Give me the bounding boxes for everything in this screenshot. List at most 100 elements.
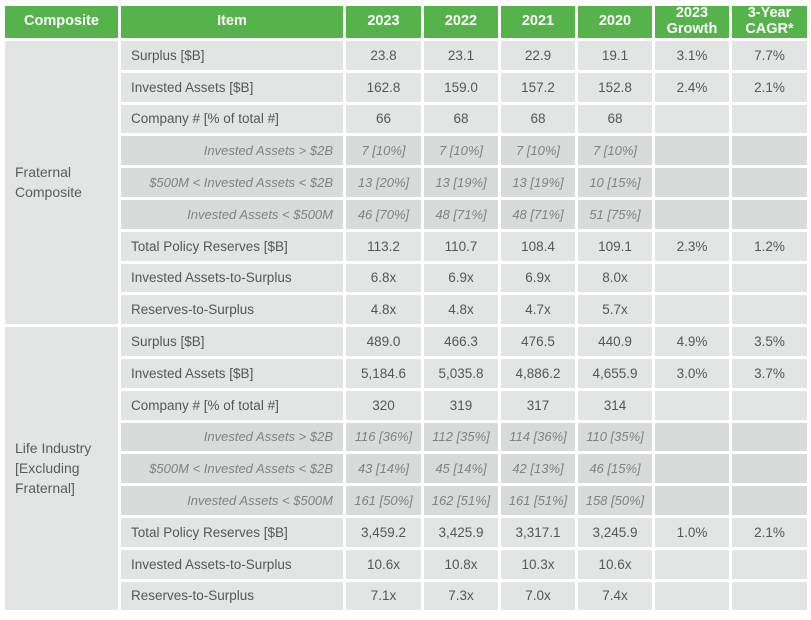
value-cell: 3.5%	[732, 327, 807, 356]
row-label: Company # [% of total #]	[121, 390, 343, 420]
row-label: Invested Assets < $500M	[121, 486, 343, 515]
value-cell	[732, 422, 807, 452]
col-header-2023: 2023	[346, 6, 421, 38]
row-label: Total Policy Reserves [$B]	[121, 231, 343, 261]
value-cell: 112 [35%]	[424, 422, 498, 452]
value-cell: 22.9	[501, 41, 575, 70]
value-cell: 161 [51%]	[501, 486, 575, 515]
value-cell: 13 [19%]	[424, 168, 498, 197]
value-cell	[732, 581, 807, 611]
value-cell: 3.7%	[732, 358, 807, 388]
value-cell: 110.7	[424, 231, 498, 261]
composite-comparison-table: Composite Item 2023 2022 2021 2020 2023 …	[5, 6, 807, 611]
col-header-item: Item	[121, 6, 343, 38]
value-cell: 68	[501, 104, 575, 134]
value-cell: 489.0	[346, 327, 421, 356]
value-cell: 10.6x	[578, 549, 652, 579]
col-header-composite: Composite	[5, 6, 118, 38]
value-cell: 2.1%	[732, 517, 807, 547]
value-cell: 23.8	[346, 41, 421, 70]
value-cell: 23.1	[424, 41, 498, 70]
row-label: $500M < Invested Assets < $2B	[121, 454, 343, 484]
value-cell: 48 [71%]	[501, 199, 575, 229]
value-cell: 6.8x	[346, 263, 421, 293]
value-cell: 159.0	[424, 72, 498, 102]
value-cell: 13 [19%]	[501, 168, 575, 197]
col-header-2021: 2021	[501, 6, 575, 38]
value-cell: 2.1%	[732, 72, 807, 102]
value-cell	[655, 104, 729, 134]
value-cell	[655, 136, 729, 166]
value-cell: 3,425.9	[424, 517, 498, 547]
value-cell: 46 [70%]	[346, 199, 421, 229]
value-cell: 13 [20%]	[346, 168, 421, 197]
value-cell: 7 [10%]	[346, 136, 421, 166]
value-cell: 5,035.8	[424, 358, 498, 388]
value-cell: 5.7x	[578, 295, 652, 325]
value-cell: 68	[424, 104, 498, 134]
value-cell: 7.1x	[346, 581, 421, 611]
value-cell: 6.9x	[501, 263, 575, 293]
value-cell: 4,655.9	[578, 358, 652, 388]
value-cell: 10.8x	[424, 549, 498, 579]
value-cell: 158 [50%]	[578, 486, 652, 515]
row-label: Reserves-to-Surplus	[121, 295, 343, 325]
value-cell: 440.9	[578, 327, 652, 356]
value-cell	[732, 390, 807, 420]
value-cell: 162.8	[346, 72, 421, 102]
value-cell: 4.7x	[501, 295, 575, 325]
value-cell	[732, 454, 807, 484]
value-cell: 4.9%	[655, 327, 729, 356]
value-cell: 66	[346, 104, 421, 134]
value-cell: 46 [15%]	[578, 454, 652, 484]
value-cell: 2.4%	[655, 72, 729, 102]
value-cell	[655, 422, 729, 452]
value-cell: 2.3%	[655, 231, 729, 261]
value-cell: 161 [50%]	[346, 486, 421, 515]
value-cell: 10.3x	[501, 549, 575, 579]
row-label: Company # [% of total #]	[121, 104, 343, 134]
value-cell: 1.0%	[655, 517, 729, 547]
value-cell: 3.1%	[655, 41, 729, 70]
value-cell	[732, 486, 807, 515]
value-cell: 5,184.6	[346, 358, 421, 388]
value-cell: 7.3x	[424, 581, 498, 611]
value-cell: 45 [14%]	[424, 454, 498, 484]
value-cell: 7 [10%]	[578, 136, 652, 166]
value-cell	[732, 168, 807, 197]
value-cell: 113.2	[346, 231, 421, 261]
value-cell: 110 [35%]	[578, 422, 652, 452]
value-cell: 4.8x	[424, 295, 498, 325]
composite-label: Life Industry [Excluding Fraternal]	[5, 327, 118, 611]
value-cell: 109.1	[578, 231, 652, 261]
row-label: Surplus [$B]	[121, 327, 343, 356]
value-cell	[732, 263, 807, 293]
row-label: Invested Assets-to-Surplus	[121, 263, 343, 293]
value-cell: 108.4	[501, 231, 575, 261]
value-cell: 476.5	[501, 327, 575, 356]
value-cell	[655, 454, 729, 484]
value-cell: 319	[424, 390, 498, 420]
value-cell	[732, 136, 807, 166]
col-header-3-year-cagr: 3-Year CAGR*	[732, 6, 807, 38]
value-cell: 7 [10%]	[501, 136, 575, 166]
value-cell: 116 [36%]	[346, 422, 421, 452]
value-cell: 6.9x	[424, 263, 498, 293]
composite-label: Fraternal Composite	[5, 41, 118, 325]
col-header-2020: 2020	[578, 6, 652, 38]
value-cell	[655, 486, 729, 515]
value-cell: 7.4x	[578, 581, 652, 611]
row-label: Surplus [$B]	[121, 41, 343, 70]
row-label: Invested Assets > $2B	[121, 136, 343, 166]
value-cell: 68	[578, 104, 652, 134]
value-cell	[655, 168, 729, 197]
col-header-2023-growth: 2023 Growth	[655, 6, 729, 38]
value-cell: 42 [13%]	[501, 454, 575, 484]
value-cell: 320	[346, 390, 421, 420]
value-cell	[732, 295, 807, 325]
value-cell	[655, 549, 729, 579]
value-cell: 3.0%	[655, 358, 729, 388]
value-cell: 51 [75%]	[578, 199, 652, 229]
value-cell: 8.0x	[578, 263, 652, 293]
